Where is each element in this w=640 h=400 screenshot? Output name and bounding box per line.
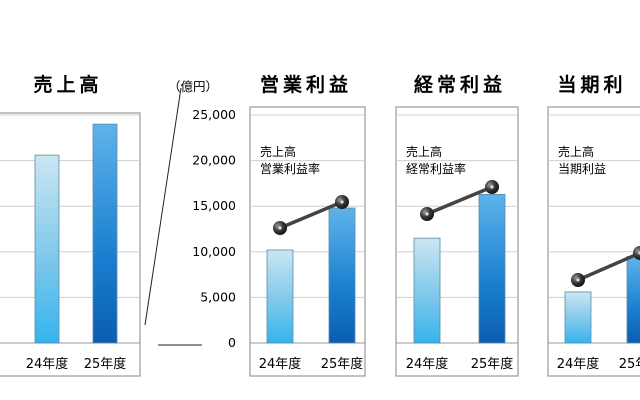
category-label: 25年度 xyxy=(619,356,640,372)
ratio-line xyxy=(426,185,493,216)
category-label: 24年度 xyxy=(406,356,449,372)
panel-frame xyxy=(0,112,141,377)
chart-title: 営業利益 xyxy=(260,73,352,96)
category-label: 25年度 xyxy=(471,356,514,372)
tick-label: 20,000 xyxy=(192,153,236,168)
category-label: 24年度 xyxy=(26,356,69,372)
unit-label: （億円） xyxy=(168,79,218,94)
panel-frame xyxy=(547,106,640,377)
bar-24年度 xyxy=(413,237,441,344)
chart-title: 当期利 xyxy=(557,73,626,96)
category-label: 25年度 xyxy=(321,356,364,372)
bar-24年度 xyxy=(564,291,592,344)
annotation-label: 売上高 xyxy=(260,144,296,159)
ratio-point-center xyxy=(490,185,494,189)
chart-panel-1: 売上高 24年度 25年度 xyxy=(0,73,141,377)
ratio-point-center xyxy=(340,200,344,204)
annotation-label: 営業利益率 xyxy=(260,161,320,176)
ratio-point-center xyxy=(425,212,429,216)
chart-title: 経常利益 xyxy=(414,73,506,96)
bar-25年度 xyxy=(478,193,506,344)
bar-25年度 xyxy=(92,123,118,344)
tick-label: 15,000 xyxy=(192,198,236,213)
ratio-line xyxy=(577,251,640,282)
axis-break-line-slant xyxy=(144,87,182,326)
tick-label: 10,000 xyxy=(192,244,236,259)
tick-label: 25,000 xyxy=(192,107,236,122)
category-label: 25年度 xyxy=(84,356,127,372)
shared-y-axis: （億円） 0 5,000 10,000 15,000 20,000 25,000 xyxy=(144,79,236,350)
category-label: 24年度 xyxy=(557,356,600,372)
tick-label: 0 xyxy=(228,335,236,350)
bar-25年度 xyxy=(626,255,640,344)
annotation-label: 当期利益 xyxy=(558,162,606,176)
ratio-point-center xyxy=(278,226,282,230)
bar-24年度 xyxy=(266,249,294,344)
ratio-point-center xyxy=(576,278,580,282)
bar-25年度 xyxy=(328,207,356,344)
annotation-label: 売上高 xyxy=(558,144,594,159)
chart-title: 売上高 xyxy=(33,73,102,96)
tick-label: 5,000 xyxy=(200,289,236,304)
bar-24年度 xyxy=(34,154,60,344)
annotation-label: 売上高 xyxy=(406,144,442,159)
category-label: 24年度 xyxy=(259,356,302,372)
ratio-point xyxy=(633,246,640,260)
annotation-label: 経常利益率 xyxy=(406,161,466,176)
ratio-line xyxy=(279,200,343,230)
